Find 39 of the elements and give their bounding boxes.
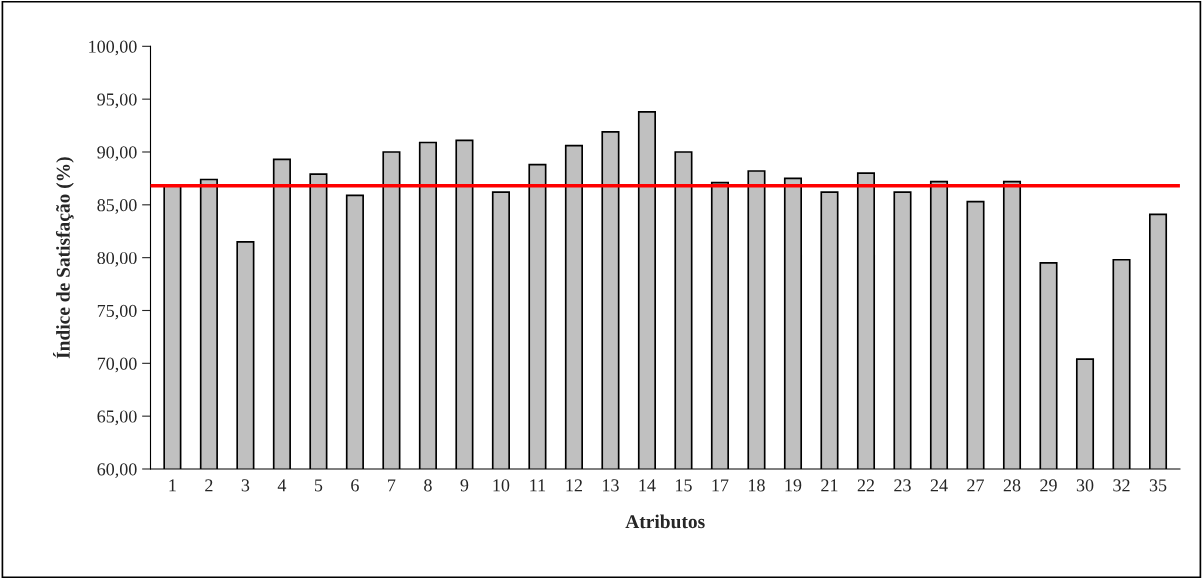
x-tick-label: 19 — [785, 479, 802, 492]
x-tick-label: 22 — [857, 479, 875, 492]
y-tick-label: 95,00 — [97, 93, 137, 109]
y-tick-label: 100,00 — [89, 40, 137, 56]
x-tick-label: 17 — [712, 479, 729, 492]
y-tick-label: 80,00 — [97, 251, 137, 267]
y-tick-label: 65,00 — [97, 410, 137, 426]
y-tick-label: 75,00 — [97, 304, 137, 320]
x-tick-label: 4 — [277, 479, 287, 492]
x-tick-label: 24 — [930, 479, 948, 492]
x-tick-label: 27 — [967, 479, 984, 492]
y-axis-title: Índice de Satisfação (%) — [53, 157, 74, 359]
x-tick-label: 5 — [314, 479, 323, 492]
x-tick-label: 8 — [424, 479, 432, 492]
x-tick-label: 18 — [749, 479, 765, 492]
x-tick-label: 30 — [1076, 479, 1094, 492]
x-tick-label: 14 — [639, 479, 656, 492]
x-tick-label: 6 — [351, 479, 359, 492]
y-tick-label: 90,00 — [97, 146, 137, 162]
x-tick-label: 9 — [460, 479, 469, 492]
x-axis-title: Atributos — [625, 514, 705, 529]
x-tick-label: 21 — [821, 479, 838, 492]
x-tick-label: 35 — [1149, 479, 1167, 492]
x-tick-label: 11 — [530, 479, 546, 492]
y-tick-label: 70,00 — [97, 357, 137, 373]
x-tick-label: 2 — [205, 479, 213, 492]
x-tick-label: 1 — [169, 479, 176, 492]
y-tick-label: 85,00 — [97, 199, 137, 214]
x-tick-label: 10 — [493, 479, 510, 492]
x-tick-label: 15 — [676, 479, 692, 492]
x-tick-label: 29 — [1040, 479, 1057, 492]
x-tick-label: 3 — [241, 479, 250, 492]
x-tick-label: 12 — [566, 479, 582, 492]
x-tick-label: 32 — [1113, 479, 1130, 492]
y-tick-label: 60,00 — [97, 463, 137, 479]
x-tick-label: 23 — [894, 479, 911, 492]
x-tick-label: 7 — [388, 479, 396, 492]
x-tick-label: 13 — [603, 479, 619, 492]
x-tick-label: 28 — [1003, 479, 1021, 492]
